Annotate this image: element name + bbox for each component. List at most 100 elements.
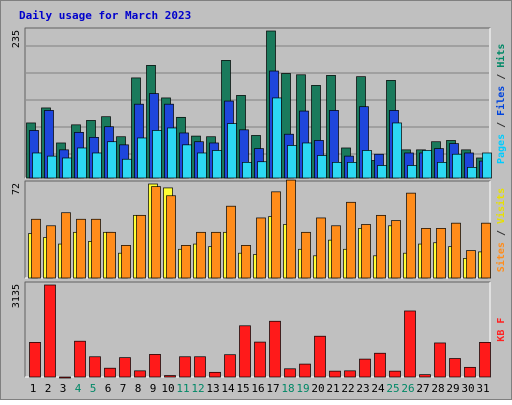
x-tick-label: 13 — [206, 382, 219, 395]
x-tick-label: 10 — [161, 382, 174, 395]
bar-pages-day-26 — [407, 165, 417, 179]
bar-sites-day-2 — [46, 225, 56, 279]
bar-pages-day-28 — [437, 162, 447, 179]
bar-sites-day-11 — [181, 245, 191, 279]
bar-pages-day-5 — [92, 152, 102, 179]
bar-sites-day-3 — [61, 212, 71, 279]
bar-pages-day-7 — [122, 158, 132, 179]
bar-kb-f-day-2 — [44, 284, 56, 378]
x-tick-label: 30 — [461, 382, 474, 395]
bar-kb-f-day-1 — [29, 342, 41, 378]
bar-pages-day-21 — [332, 162, 342, 179]
panel-middle-legend: Sites / Visits — [495, 188, 507, 272]
x-tick-label: 3 — [60, 382, 67, 395]
x-tick-label: 15 — [236, 382, 249, 395]
bar-sites-day-12 — [196, 231, 206, 279]
x-tick-label: 21 — [326, 382, 339, 395]
legend-part-top-3: / — [496, 68, 507, 86]
bar-sites-day-22 — [346, 201, 356, 279]
bar-pages-day-1 — [32, 152, 42, 179]
legend-part-top-1: / — [496, 116, 507, 134]
bar-sites-day-13 — [211, 231, 221, 279]
bar-pages-day-16 — [257, 161, 267, 179]
x-tick-label: 16 — [251, 382, 264, 395]
bar-pages-day-10 — [167, 127, 177, 179]
bar-kb-f-day-25 — [389, 370, 401, 378]
bar-kb-f-day-28 — [434, 342, 446, 378]
bar-kb-f-day-14 — [224, 354, 236, 378]
bar-kb-f-day-9 — [149, 354, 161, 378]
bar-sites-day-5 — [91, 218, 101, 279]
panels-group: 235 Pages / Files / Hits 72 Sites / Visits 3… — [11, 27, 507, 379]
bar-sites-day-21 — [331, 225, 341, 279]
bar-kb-f-day-11 — [179, 356, 191, 378]
bar-sites-day-30 — [466, 250, 476, 279]
x-tick-label: 4 — [75, 382, 82, 395]
bar-kb-f-day-5 — [89, 356, 101, 378]
bar-sites-day-16 — [256, 217, 266, 279]
bar-pages-day-27 — [422, 150, 432, 179]
bar-pages-day-24 — [377, 165, 387, 179]
bar-pages-day-8 — [137, 137, 147, 179]
x-tick-label: 27 — [416, 382, 429, 395]
bar-sites-day-14 — [226, 205, 236, 279]
bar-pages-day-25 — [392, 122, 402, 179]
bar-pages-day-13 — [212, 150, 222, 179]
legend-part-top-4: Hits — [495, 44, 507, 68]
x-tick-label: 24 — [371, 382, 385, 395]
bar-sites-day-29 — [451, 222, 461, 279]
x-tick-label: 11 — [176, 382, 189, 395]
bar-kb-f-day-26 — [404, 310, 416, 378]
x-tick-label: 23 — [356, 382, 369, 395]
bar-pages-day-18 — [287, 145, 297, 179]
panel-bottom: 3135 KB F — [11, 281, 507, 379]
x-tick-label: 14 — [221, 382, 235, 395]
bar-kb-f-day-10 — [164, 375, 176, 378]
bar-kb-f-day-8 — [134, 370, 146, 378]
bar-pages-day-2 — [47, 155, 57, 179]
bar-sites-day-27 — [421, 228, 431, 279]
bar-kb-f-day-15 — [239, 325, 251, 378]
x-tick-label: 17 — [266, 382, 279, 395]
x-tick-label: 12 — [191, 382, 204, 395]
bar-sites-day-7 — [121, 245, 131, 279]
chart-title: Daily usage for March 2023 — [19, 9, 191, 22]
bar-kb-f-day-13 — [209, 371, 221, 378]
bar-kb-f-day-17 — [269, 320, 281, 378]
x-tick-label: 28 — [431, 382, 444, 395]
panel-top: 235 Pages / Files / Hits — [11, 27, 507, 179]
bar-kb-f-day-27 — [419, 374, 431, 378]
bar-sites-day-24 — [376, 214, 386, 279]
panel-bottom-ymax-label: 3135 — [11, 284, 22, 308]
bar-pages-day-6 — [107, 141, 117, 179]
panel-top-legend: Pages / Files / Hits — [495, 44, 507, 164]
bar-sites-day-19 — [301, 231, 311, 279]
bar-pages-day-4 — [77, 147, 87, 179]
bar-pages-day-30 — [467, 167, 477, 179]
x-tick-label: 25 — [386, 382, 399, 395]
legend-part-top-0: Pages — [496, 134, 507, 164]
x-tick-label: 22 — [341, 382, 354, 395]
legend-part-middle-1: / — [496, 224, 507, 242]
bar-pages-day-9 — [152, 130, 162, 179]
x-tick-label: 9 — [150, 382, 157, 395]
x-tick-label: 5 — [90, 382, 97, 395]
bar-sites-day-18 — [286, 179, 296, 279]
bar-kb-f-day-22 — [344, 370, 356, 378]
x-tick-label: 31 — [476, 382, 489, 395]
bar-kb-f-day-31 — [479, 342, 491, 378]
bar-pages-day-14 — [227, 123, 237, 179]
x-tick-label: 29 — [446, 382, 459, 395]
bar-sites-day-17 — [271, 191, 281, 279]
bar-kb-f-day-3 — [59, 376, 71, 379]
bar-pages-day-19 — [302, 142, 312, 179]
bar-kb-f-day-7 — [119, 357, 131, 378]
bar-sites-day-4 — [76, 218, 86, 279]
legend-part-top-2: Files — [495, 86, 507, 116]
legend-part-middle-2: Visits — [495, 188, 507, 224]
bar-sites-day-9 — [151, 186, 161, 279]
legend-part-middle-0: Sites — [495, 242, 507, 272]
x-tick-label: 1 — [30, 382, 37, 395]
bar-pages-day-31 — [482, 152, 492, 179]
x-tick-label: 19 — [296, 382, 309, 395]
